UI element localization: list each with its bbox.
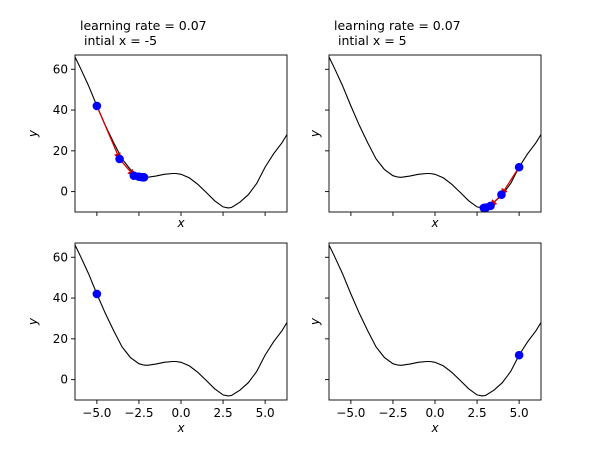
function-curve	[75, 56, 287, 209]
axes-frame	[328, 242, 542, 401]
x-tick-label: −2.5	[124, 406, 153, 420]
subplot-title: learning rate = 0.07 intial x = -5	[80, 18, 207, 48]
subplot-title-line: learning rate = 0.07	[80, 18, 207, 33]
axes-frame	[328, 54, 542, 213]
x-tick-label: 0.0	[171, 406, 190, 420]
gradient-step-point	[497, 190, 506, 199]
y-tick-label: 20	[53, 332, 68, 346]
function-curve	[75, 244, 287, 397]
x-axis-label: x	[430, 421, 439, 435]
descent-arrow	[500, 166, 520, 196]
subplot-3: −5.0 −2.5 0.0 2.5 5.0 0 20 40 60 x y	[26, 242, 288, 435]
x-tick-label: 5.0	[256, 406, 275, 420]
y-axis-label: y	[26, 129, 40, 138]
axes-frame	[74, 242, 288, 401]
x-tick-label: −5.0	[82, 406, 111, 420]
subplot-1: learning rate = 0.07 intial x = -5 0 20 40 6…	[26, 18, 288, 230]
y-tick-label: 0	[60, 185, 68, 199]
x-axis-label: x	[176, 216, 185, 230]
axes-frame	[74, 54, 288, 213]
y-tick-label: 0	[60, 373, 68, 387]
subplot-title-line: learning rate = 0.07	[334, 18, 461, 33]
gradient-step-point	[514, 350, 524, 360]
y-tick-label: 40	[53, 291, 68, 305]
y-tick-label: 60	[53, 250, 68, 264]
x-axis-label: x	[430, 216, 439, 230]
y-axis-label: y	[308, 129, 322, 138]
gradient-step-point	[92, 101, 102, 111]
function-curve	[329, 56, 541, 209]
x-tick-label: −5.0	[336, 406, 365, 420]
subplot-title: learning rate = 0.07 intial x = 5	[334, 18, 461, 48]
subplot-title-line: intial x = 5	[334, 33, 407, 48]
y-tick-label: 20	[53, 144, 68, 158]
x-tick-label: 5.0	[510, 406, 529, 420]
subplot-title-line: intial x = -5	[80, 33, 157, 48]
y-axis-label: y	[26, 317, 40, 326]
x-tick-label: 0.0	[425, 406, 444, 420]
gradient-step-point	[92, 289, 102, 299]
subplot-4: −5.0 −2.5 0.0 2.5 5.0 x y	[308, 242, 542, 435]
y-tick-label: 40	[53, 103, 68, 117]
function-curve	[329, 244, 541, 397]
y-tick-label: 60	[53, 62, 68, 76]
x-tick-label: 2.5	[214, 406, 233, 420]
x-tick-label: 2.5	[468, 406, 487, 420]
descent-arrow	[96, 105, 121, 160]
gradient-step-point	[115, 154, 124, 164]
y-axis-label: y	[308, 317, 322, 326]
x-tick-label: −2.5	[378, 406, 407, 420]
gradient-step-point	[514, 162, 524, 172]
gradient-step-point	[139, 173, 149, 182]
subplot-2: learning rate = 0.07 intial x = 5 x y	[308, 18, 542, 230]
gradient-step-point	[479, 203, 489, 213]
x-axis-label: x	[176, 421, 185, 435]
